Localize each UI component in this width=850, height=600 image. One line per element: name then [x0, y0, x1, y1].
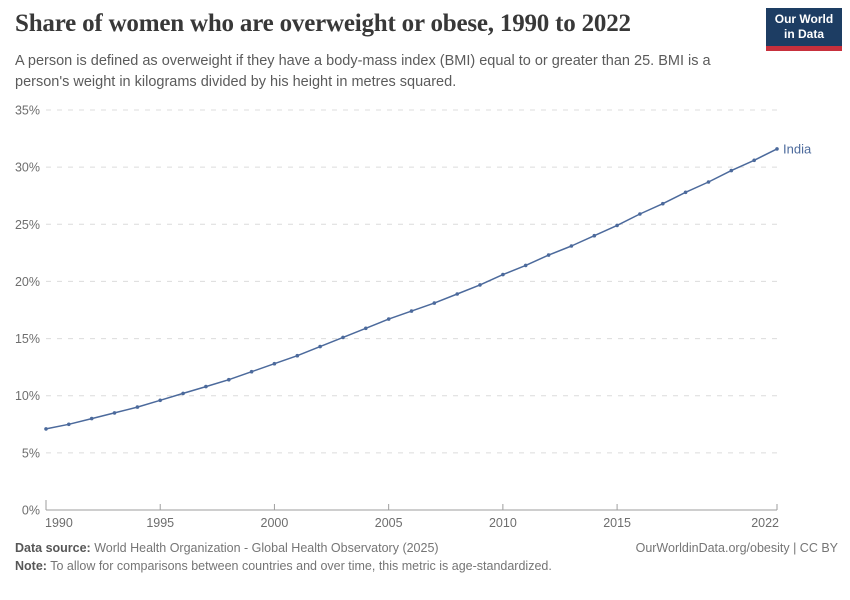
x-tick-label: 1990 [45, 516, 73, 530]
series-end-label[interactable]: India [783, 141, 812, 156]
owid-logo-line2: in Data [783, 27, 824, 41]
data-point[interactable] [546, 253, 551, 257]
data-source-text: World Health Organization - Global Healt… [90, 541, 439, 555]
line-chart: 0% 5% 10% 15% 20% 25% 30% 35% 1990 1995 2000 2005 2… [0, 100, 850, 545]
y-tick-label: 5% [22, 446, 40, 460]
data-point[interactable] [661, 201, 665, 206]
data-point[interactable] [386, 317, 391, 321]
attribution-link[interactable]: OurWorldinData.org/obesity | CC BY [635, 541, 838, 555]
y-tick-label: 0% [22, 504, 40, 518]
data-point[interactable] [89, 416, 94, 421]
y-tick-label: 35% [15, 104, 40, 118]
chart-subtitle: A person is defined as overweight if the… [15, 53, 711, 90]
y-tick-label: 15% [15, 332, 40, 346]
x-tick-label: 2005 [375, 516, 403, 530]
data-point[interactable] [318, 344, 322, 349]
x-tick-label: 2000 [261, 516, 289, 530]
data-point[interactable] [112, 411, 117, 415]
data-point[interactable] [706, 180, 711, 184]
note-label: Note: [15, 559, 47, 573]
data-point[interactable] [295, 353, 300, 358]
y-tick-label: 30% [15, 161, 40, 175]
owid-logo-line1: Our World [774, 12, 834, 26]
data-point[interactable] [227, 377, 231, 382]
data-point[interactable] [181, 391, 185, 396]
data-point[interactable] [67, 422, 71, 427]
data-point[interactable] [523, 263, 528, 268]
data-point[interactable] [615, 223, 619, 228]
y-tick-label: 25% [15, 218, 40, 232]
x-tick-label: 2010 [489, 516, 517, 530]
note-text: To allow for comparisons between countri… [46, 559, 552, 573]
data-point[interactable] [455, 292, 460, 296]
x-axis: 1990 1995 2000 2005 2010 2015 2022 [45, 500, 779, 530]
data-point[interactable] [752, 158, 756, 163]
data-point[interactable] [729, 168, 734, 173]
data-point[interactable] [364, 326, 368, 331]
data-point[interactable] [501, 272, 505, 277]
owid-logo[interactable]: Our World in Data [766, 8, 842, 51]
data-point[interactable] [249, 369, 254, 374]
x-tick-label: 1995 [146, 516, 174, 530]
data-point[interactable] [135, 405, 140, 409]
data-point[interactable] [592, 233, 597, 238]
data-source: Data source: World Health Organization -… [15, 541, 439, 555]
x-tick-label: 2015 [603, 516, 631, 530]
data-point[interactable] [272, 361, 277, 366]
note: Note: To allow for comparisons between c… [15, 559, 838, 573]
data-point[interactable] [683, 190, 688, 195]
data-point[interactable] [432, 301, 437, 305]
y-tick-label: 10% [15, 389, 40, 403]
data-point[interactable] [44, 427, 48, 431]
data-point[interactable] [341, 335, 345, 340]
data-point[interactable] [638, 212, 642, 216]
chart-footer: Data source: World Health Organization -… [15, 541, 838, 573]
series-line[interactable] [45, 148, 778, 430]
data-point[interactable] [569, 244, 574, 248]
chart-canvas: 0% 5% 10% 15% 20% 25% 30% 35% 1990 1995 2000 2005 2… [15, 104, 812, 531]
page-title: Share of women who are overweight or obe… [15, 10, 631, 37]
gridlines [46, 109, 780, 454]
data-point[interactable] [204, 384, 208, 389]
data-point[interactable] [158, 398, 162, 403]
y-tick-label: 20% [15, 275, 40, 289]
data-point[interactable] [478, 283, 482, 287]
data-source-label: Data source: [15, 541, 91, 555]
data-series[interactable] [44, 147, 779, 431]
y-axis-labels: 0% 5% 10% 15% 20% 25% 30% 35% [15, 104, 40, 518]
series-name-label[interactable]: India [783, 141, 812, 156]
data-point[interactable] [775, 147, 779, 151]
data-point[interactable] [409, 309, 414, 313]
x-tick-label: 2022 [751, 516, 779, 530]
